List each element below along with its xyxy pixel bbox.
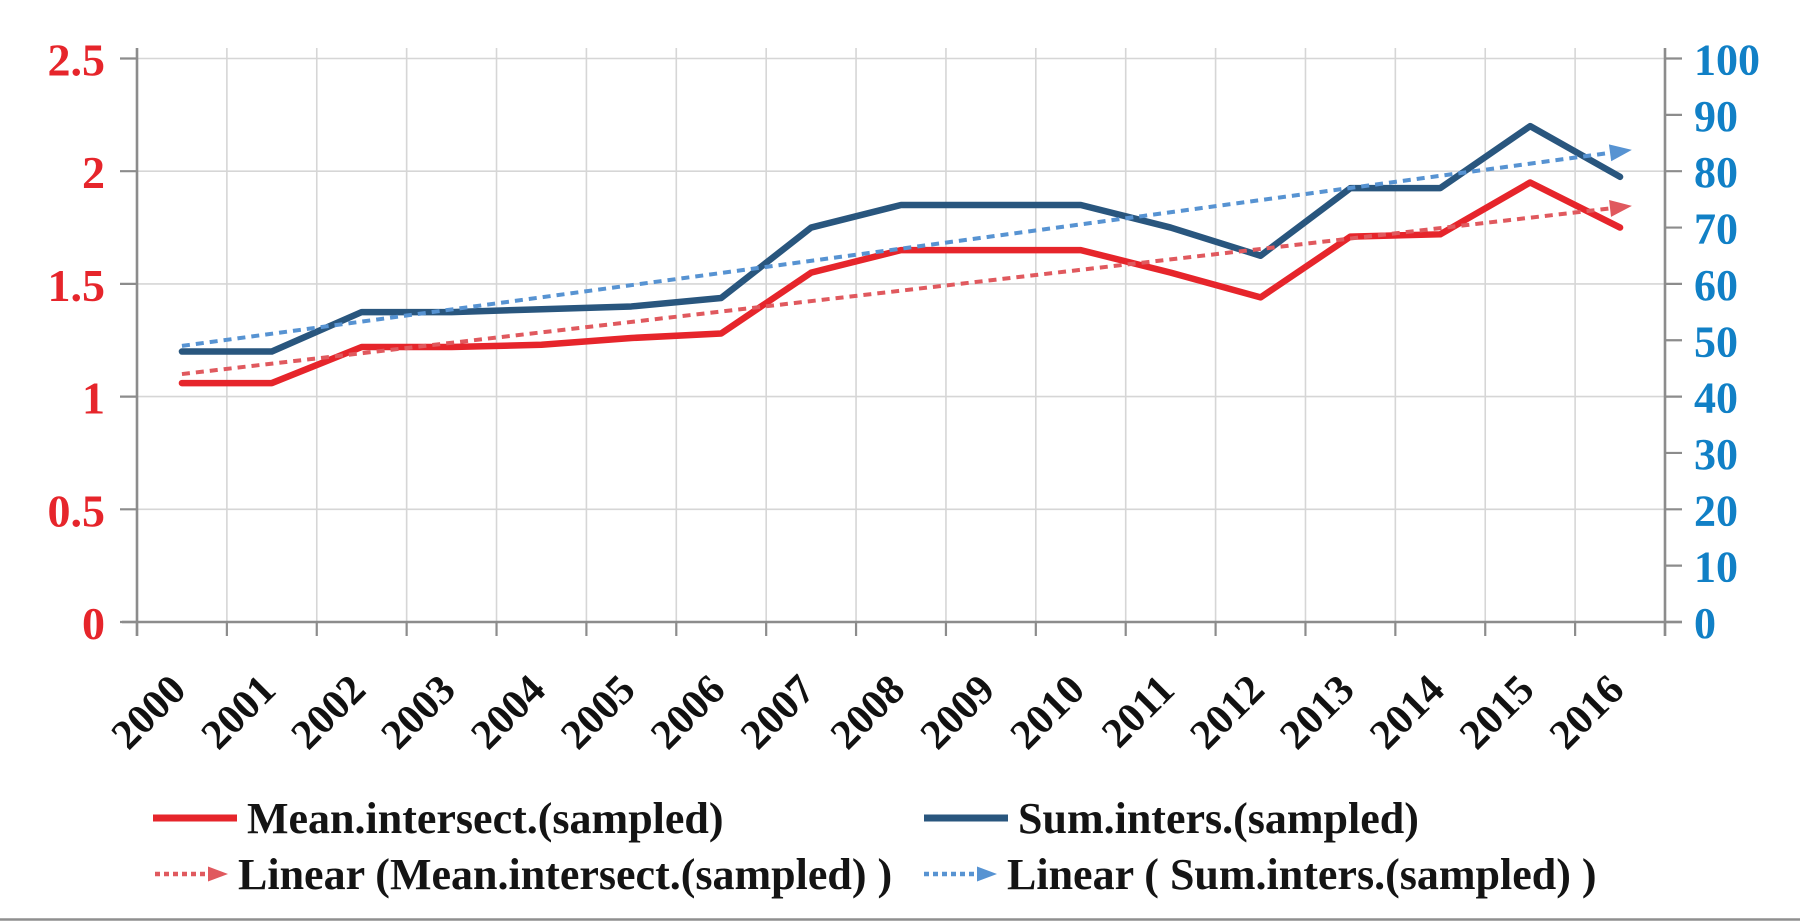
x-tick-label: 2010 — [1002, 667, 1094, 759]
x-tick-label: 2004 — [463, 667, 555, 759]
x-tick-label: 2016 — [1541, 667, 1633, 759]
right-axis-tick-label: 70 — [1694, 205, 1738, 254]
x-tick-label: 2009 — [912, 667, 1004, 759]
legend-label-sum: Sum.inters.(sampled) — [1018, 794, 1419, 843]
left-axis-tick-label: 1 — [82, 373, 105, 424]
axes — [120, 48, 1682, 636]
x-tick-label: 2015 — [1451, 667, 1543, 759]
left-axis-tick-label: 2 — [82, 147, 105, 198]
x-tick-label: 2003 — [373, 667, 465, 759]
legend-label-linear-sum: Linear ( Sum.inters.(sampled) ) — [1007, 850, 1597, 899]
right-axis-tick-label: 100 — [1694, 36, 1760, 85]
left-axis-tick-label: 2.5 — [48, 35, 106, 86]
legend-label-mean: Mean.intersect.(sampled) — [247, 794, 724, 843]
x-tick-label: 2014 — [1361, 667, 1453, 759]
x-tick-label: 2000 — [103, 667, 195, 759]
legend-arrow-sum-icon — [977, 866, 997, 882]
left-axis-tick-label: 0 — [82, 598, 105, 649]
legend-item-mean: Mean.intersect.(sampled) — [153, 794, 724, 843]
right-axis-tick-label: 20 — [1694, 486, 1738, 535]
right-axis-tick-label: 30 — [1694, 430, 1738, 479]
mean-trendline-arrow-icon — [1609, 199, 1632, 217]
gridlines — [137, 48, 1665, 622]
x-tick-label: 2012 — [1182, 667, 1274, 759]
right-axis-tick-label: 0 — [1694, 599, 1716, 648]
x-tick-label: 2001 — [193, 667, 285, 759]
sum-trendline-arrow-icon — [1608, 144, 1632, 162]
left-axis-tick-label: 1.5 — [48, 260, 106, 311]
legend-item-linear-sum: Linear ( Sum.inters.(sampled) ) — [924, 850, 1597, 899]
right-axis-tick-label: 80 — [1694, 148, 1738, 197]
legend-item-sum: Sum.inters.(sampled) — [924, 794, 1419, 843]
x-tick-label: 2005 — [553, 667, 645, 759]
left-axis-tick-label: 0.5 — [48, 485, 106, 536]
sum-trendline — [181, 150, 1611, 348]
right-axis-tick-label: 40 — [1694, 374, 1738, 423]
legend-arrow-mean-icon — [208, 866, 228, 882]
trend-lines — [181, 144, 1632, 377]
legend: Mean.intersect.(sampled) Sum.inters.(sam… — [153, 794, 1597, 899]
right-axis-tick-label: 10 — [1694, 543, 1738, 592]
right-axis-tick-label: 50 — [1694, 317, 1738, 366]
right-axis-tick-label: 60 — [1694, 261, 1738, 310]
mean-trendline — [181, 206, 1611, 377]
mean-series-line — [178, 179, 1624, 387]
x-tick-label: 2013 — [1272, 667, 1364, 759]
x-tick-label: 2006 — [642, 667, 734, 759]
x-tick-label: 2008 — [822, 667, 914, 759]
x-tick-label: 2011 — [1093, 667, 1183, 757]
legend-item-linear-mean: Linear (Mean.intersect.(sampled) ) — [155, 850, 892, 899]
series-lines — [178, 122, 1624, 387]
x-tick-label: 2002 — [283, 667, 375, 759]
legend-label-linear-mean: Linear (Mean.intersect.(sampled) ) — [238, 850, 892, 899]
x-tick-label: 2007 — [732, 667, 824, 759]
right-axis-tick-label: 90 — [1694, 92, 1738, 141]
